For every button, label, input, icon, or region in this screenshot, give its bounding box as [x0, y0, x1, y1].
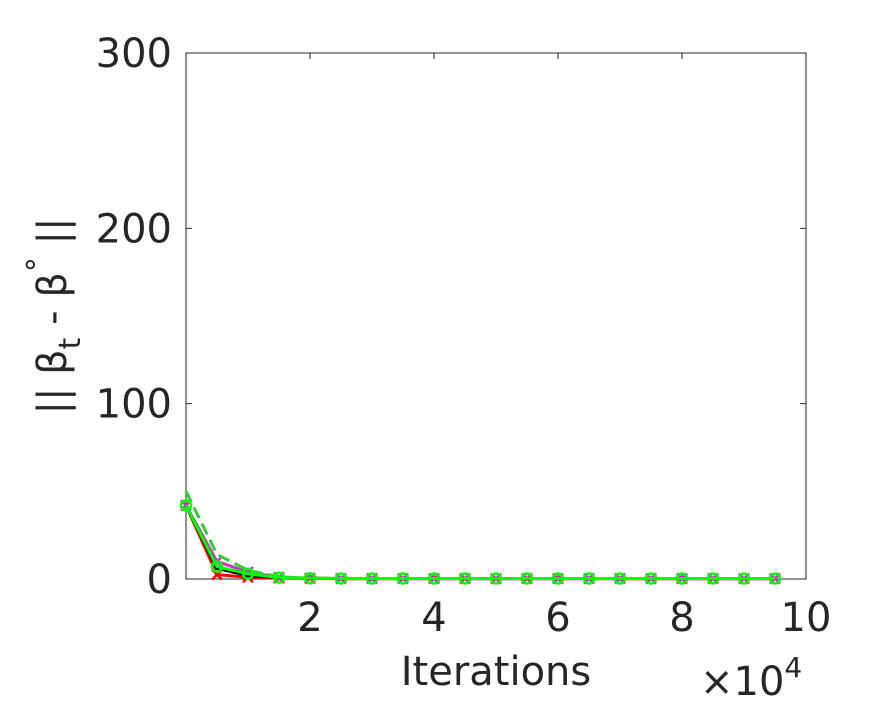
- marker: [241, 567, 255, 580]
- plot-area: [186, 53, 806, 579]
- y-tick-label: 0: [147, 557, 172, 603]
- y-label-superscript: °: [21, 257, 56, 272]
- marker: [489, 572, 503, 585]
- marker: [396, 572, 410, 585]
- x-axis-label: Iterations: [401, 649, 592, 695]
- marker: [427, 572, 441, 585]
- marker: [613, 572, 627, 585]
- marker: [644, 572, 658, 585]
- marker: [210, 560, 224, 573]
- y-tick-label: 100: [96, 382, 172, 428]
- y-label-part: - β: [30, 272, 76, 337]
- x-tick-label: 8: [669, 595, 694, 641]
- y-label-part: || β: [30, 349, 76, 414]
- y-label-subscript: t: [53, 337, 88, 349]
- x-tick-label: 2: [297, 595, 322, 641]
- marker: [179, 499, 193, 512]
- marker: [272, 571, 286, 584]
- marker: [737, 572, 751, 585]
- marker: [520, 572, 534, 585]
- marker: [303, 572, 317, 585]
- marker: [768, 572, 782, 585]
- y-label-part: ||: [30, 217, 76, 257]
- multiplier-base: ×10: [700, 659, 784, 703]
- x-tick-label: 6: [545, 595, 570, 641]
- marker: [706, 572, 720, 585]
- marker: [551, 572, 565, 585]
- marker: [675, 572, 689, 585]
- y-tick-label: 200: [96, 206, 172, 252]
- x-tick-label: 10: [781, 595, 832, 641]
- marker: [334, 572, 348, 585]
- marker: [458, 572, 472, 585]
- x-tick-label: 4: [421, 595, 446, 641]
- y-axis-label: || βt - β° ||: [21, 217, 88, 414]
- x-multiplier: ×104: [700, 651, 802, 703]
- multiplier-exponent: 4: [784, 651, 802, 684]
- y-tick-label: 300: [96, 31, 172, 77]
- marker: [365, 572, 379, 585]
- marker: [582, 572, 596, 585]
